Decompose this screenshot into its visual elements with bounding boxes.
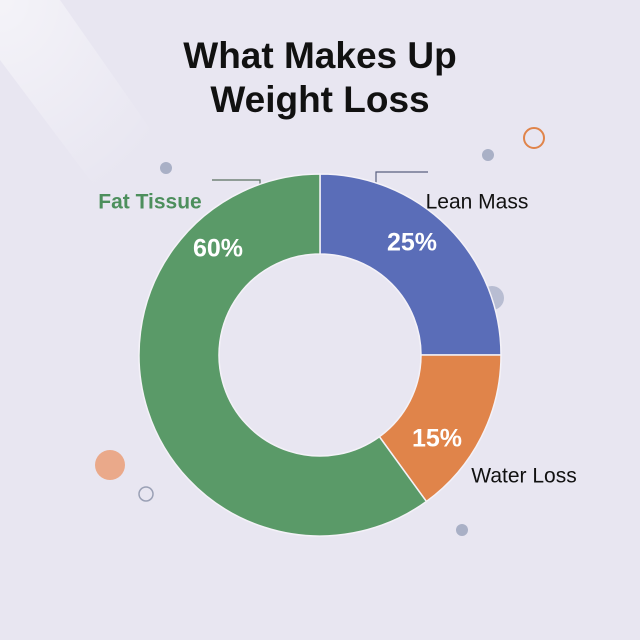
value-label: 60% (193, 235, 243, 263)
decor-circle (523, 127, 545, 149)
value-label: 25% (387, 229, 437, 257)
decor-circle (160, 162, 172, 174)
chart-title: What Makes Up Weight Loss (183, 35, 457, 120)
donut-segment (319, 173, 502, 356)
decor-circle (138, 486, 154, 502)
light-beam (0, 0, 200, 220)
value-label: 15% (412, 425, 462, 453)
decor-circle (482, 149, 494, 161)
decor-circle (456, 524, 468, 536)
category-label: Fat Tissue (98, 191, 201, 214)
decor-circle (95, 450, 125, 480)
category-label: Water Loss (471, 465, 576, 488)
donut-segment (138, 173, 428, 537)
category-label: Lean Mass (426, 191, 529, 214)
